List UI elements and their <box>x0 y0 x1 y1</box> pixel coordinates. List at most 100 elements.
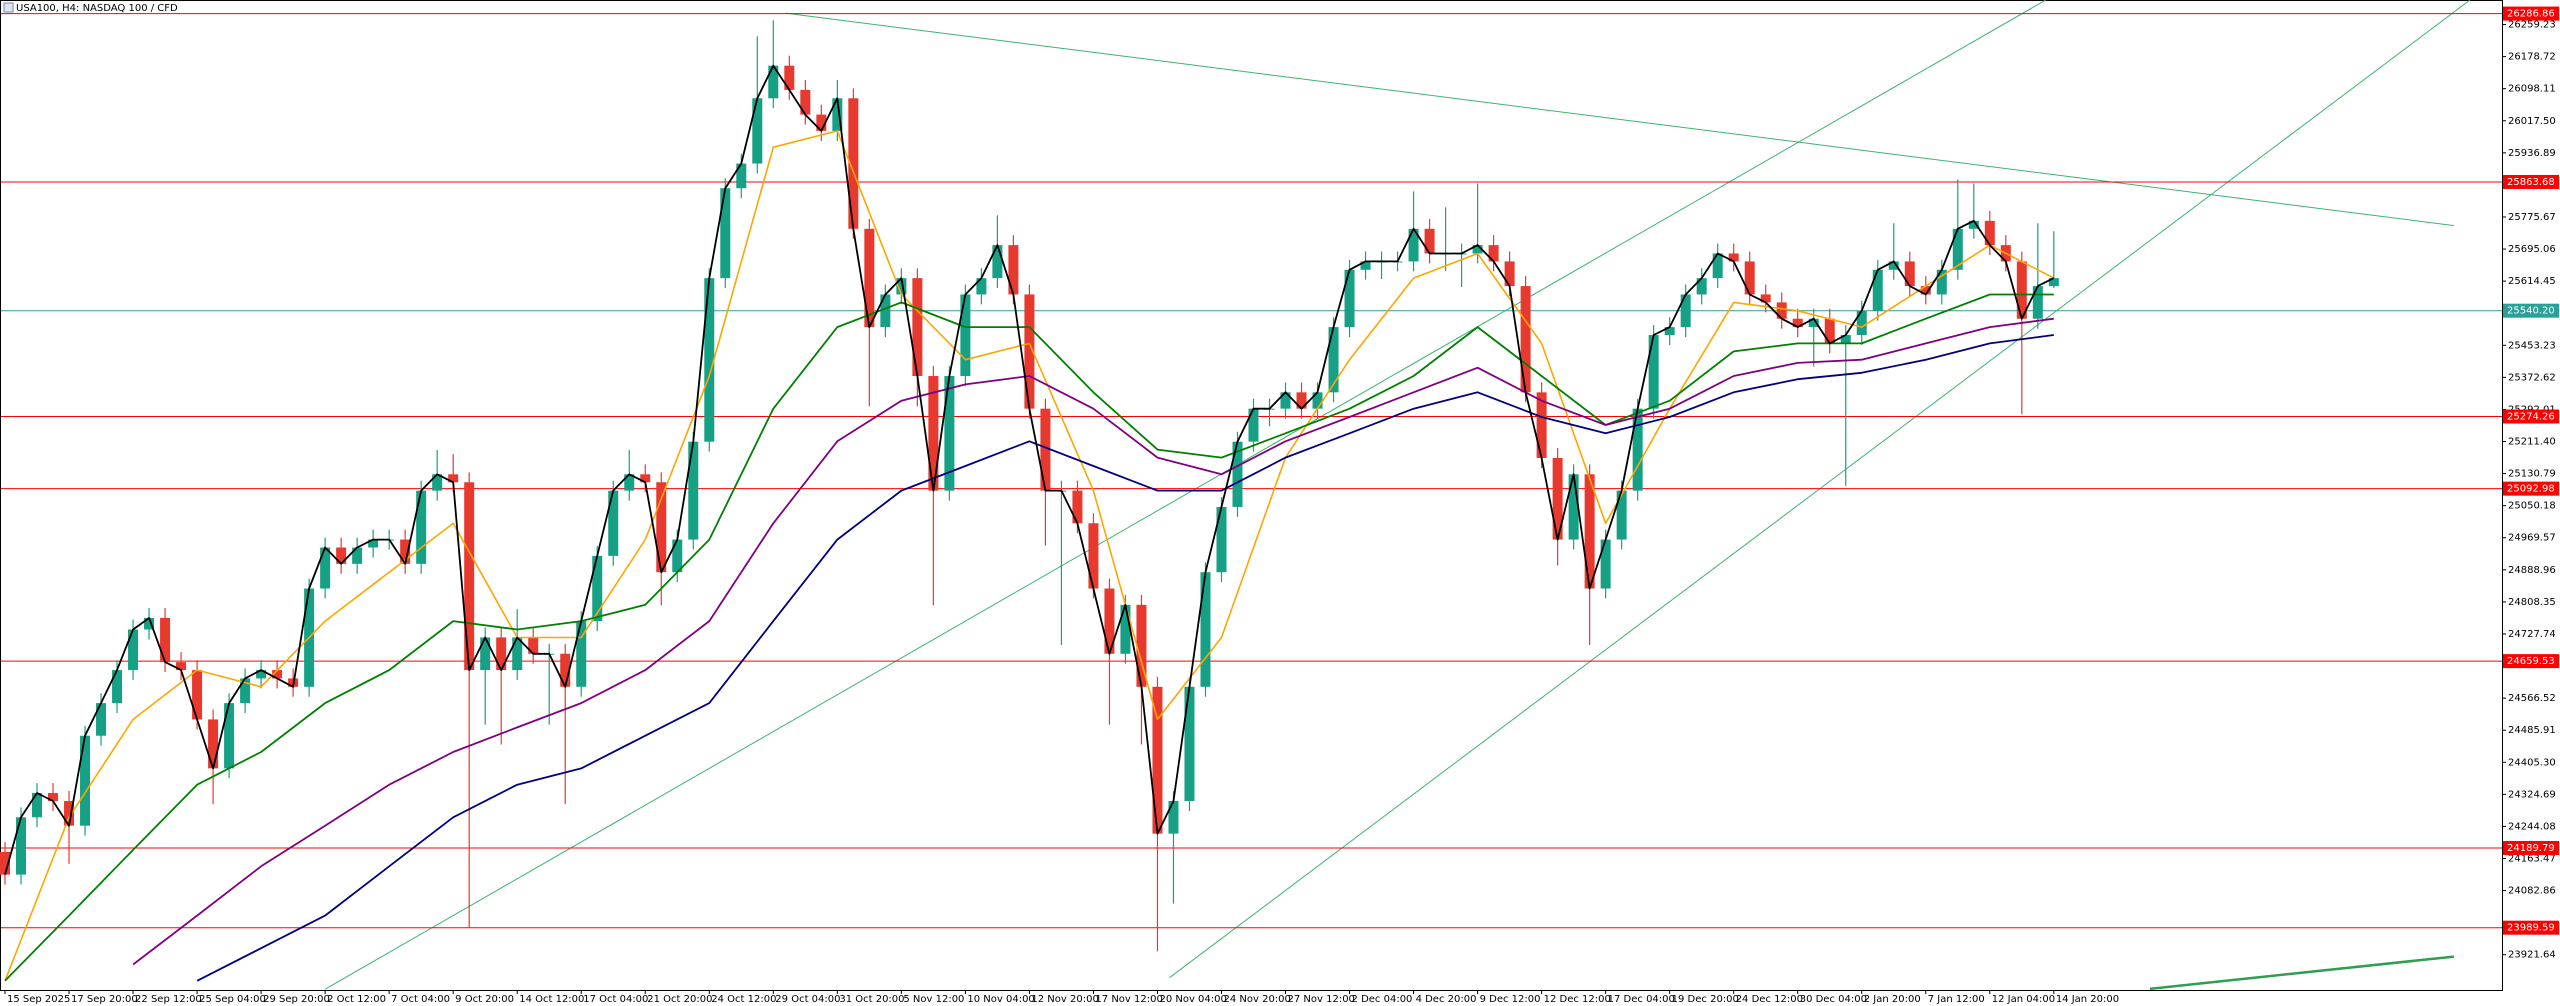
x-tick-label: 2 Jan 20:00 <box>1864 994 1921 1005</box>
candle-body <box>0 851 11 875</box>
candle-body <box>80 735 91 826</box>
level-label: 25863.68 <box>2507 177 2555 188</box>
indicator-line <box>4 130 2055 982</box>
y-tick-label: 24969.57 <box>2508 533 2556 544</box>
level-label: 26286.86 <box>2507 9 2555 20</box>
y-tick-label: 25211.40 <box>2508 437 2556 448</box>
candle-body <box>1424 228 1435 254</box>
level-label-box <box>2503 174 2559 189</box>
level-label: 23989.59 <box>2507 923 2555 934</box>
candle-body <box>752 98 763 164</box>
candle-body <box>624 474 635 491</box>
candle-body <box>1360 261 1371 270</box>
level-label-box <box>2503 654 2559 669</box>
y-tick-label: 25695.06 <box>2508 244 2556 255</box>
level-label-box <box>2503 481 2559 496</box>
candle-body <box>608 490 619 556</box>
candle-body <box>1584 474 1595 589</box>
x-tick-label: 25 Sep 04:00 <box>199 994 266 1005</box>
candle-body <box>688 441 699 540</box>
candle-body <box>784 65 795 90</box>
y-tick-label: 24405.30 <box>2508 757 2556 768</box>
candle-body <box>1952 228 1963 270</box>
y-tick-label: 25614.45 <box>2508 276 2556 287</box>
candle-body <box>400 539 411 564</box>
symbol-icon <box>3 2 14 13</box>
candle-body <box>1152 686 1163 834</box>
candle-body <box>1744 261 1755 295</box>
candle-body <box>1216 506 1227 573</box>
candle-body <box>16 817 27 875</box>
candle-body <box>368 539 379 548</box>
x-tick-label: 15 Sep 2025 <box>7 994 70 1005</box>
candle-body <box>1888 261 1899 270</box>
candle-body <box>64 800 75 826</box>
y-tick-label: 24888.96 <box>2508 565 2556 576</box>
x-tick-label: 20 Nov 04:00 <box>1159 994 1226 1005</box>
x-tick-label: 17 Dec 04:00 <box>1608 994 1675 1005</box>
candle-body <box>672 539 683 573</box>
candle-body <box>1936 269 1947 295</box>
candle-body <box>1184 686 1195 801</box>
y-tick-label: 25936.89 <box>2508 148 2556 159</box>
candle-body <box>656 482 667 573</box>
x-tick-label: 14 Oct 12:00 <box>519 994 584 1005</box>
candle-body <box>912 278 923 377</box>
x-tick-label: 12 Jan 04:00 <box>1992 994 2055 1005</box>
x-tick-label: 9 Oct 20:00 <box>455 994 514 1005</box>
y-tick-label: 24485.91 <box>2508 725 2556 736</box>
chart-title: USA100, H4: NASDAQ 100 / CFD <box>16 3 178 14</box>
candle-body <box>352 547 363 564</box>
indicator-line <box>4 293 2054 982</box>
candle-body <box>176 662 187 671</box>
plot-area <box>0 0 2502 990</box>
x-tick-label: 29 Oct 04:00 <box>775 994 840 1005</box>
candle-body <box>256 670 267 679</box>
candle-body <box>272 670 283 679</box>
candle-body <box>1008 245 1019 295</box>
candle-body <box>880 294 891 328</box>
x-tick-label: 30 Dec 04:00 <box>1800 994 1867 1005</box>
candle-body <box>960 294 971 377</box>
candle-body <box>224 703 235 769</box>
candle-body <box>720 188 731 279</box>
x-tick-label: 24 Dec 12:00 <box>1736 994 1803 1005</box>
indicator-line <box>132 317 2054 966</box>
candle-body <box>1232 441 1243 507</box>
candle-body <box>192 670 203 720</box>
candle-body <box>1488 245 1499 262</box>
candle-body <box>1328 327 1339 393</box>
candle-body <box>1472 245 1483 254</box>
x-tick-label: 4 Dec 20:00 <box>1416 994 1477 1005</box>
candle-body <box>2016 261 2027 319</box>
x-tick-label: 5 Nov 12:00 <box>903 994 964 1005</box>
y-tick-label: 24244.08 <box>2508 821 2556 832</box>
candle-body <box>1536 392 1547 458</box>
candle-body <box>576 621 587 687</box>
candle-body <box>1728 253 1739 262</box>
candle-body <box>768 65 779 99</box>
candle-body <box>800 89 811 115</box>
trendline <box>2149 955 2455 990</box>
candle-body <box>976 278 987 295</box>
candle-body <box>1104 588 1115 654</box>
candle-body <box>1696 278 1707 295</box>
candle-body <box>1120 604 1131 654</box>
candle-body <box>896 278 907 295</box>
candle-body <box>704 278 715 442</box>
candle-body <box>1552 457 1563 540</box>
x-tick-label: 17 Sep 20:00 <box>71 994 138 1005</box>
candle-body <box>1712 253 1723 279</box>
trendline <box>324 0 2047 990</box>
candle-body <box>1616 490 1627 540</box>
level-label: 24659.53 <box>2507 656 2555 667</box>
candle-body <box>1568 474 1579 540</box>
candle-body <box>1040 408 1051 491</box>
candle-body <box>1920 286 1931 295</box>
candle-body <box>1312 392 1323 409</box>
y-tick-label: 25372.62 <box>2508 372 2556 383</box>
candle-body <box>864 228 875 328</box>
candle-body <box>1632 408 1643 491</box>
level-label-box <box>2503 303 2559 318</box>
candle-body <box>848 98 859 229</box>
